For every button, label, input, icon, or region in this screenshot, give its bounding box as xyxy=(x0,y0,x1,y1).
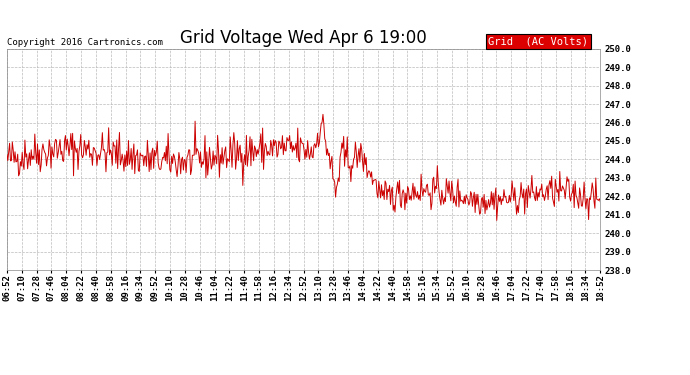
Text: Copyright 2016 Cartronics.com: Copyright 2016 Cartronics.com xyxy=(7,38,163,46)
Text: Grid  (AC Volts): Grid (AC Volts) xyxy=(489,36,589,46)
Title: Grid Voltage Wed Apr 6 19:00: Grid Voltage Wed Apr 6 19:00 xyxy=(180,29,427,47)
